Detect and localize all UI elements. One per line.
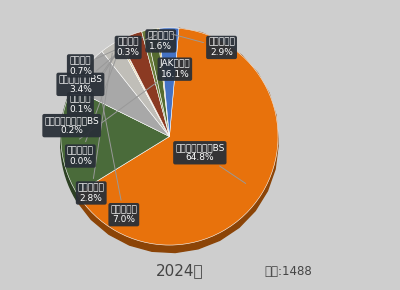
Polygon shape — [61, 88, 77, 201]
Text: インフリキシマブBS
0.2%: インフリキシマブBS 0.2% — [44, 48, 120, 135]
Wedge shape — [61, 88, 170, 193]
Wedge shape — [118, 41, 170, 137]
Polygon shape — [77, 28, 278, 253]
Text: シムジア
0.7%: シムジア 0.7% — [69, 37, 143, 76]
Text: JAK阻害薬
16.1%: JAK阻害薬 16.1% — [80, 59, 190, 139]
Wedge shape — [77, 28, 278, 245]
Text: エンブレル
2.9%: エンブレル 2.9% — [172, 34, 235, 57]
Text: 総数:1488: 総数:1488 — [264, 265, 312, 278]
Wedge shape — [146, 29, 170, 137]
Wedge shape — [159, 28, 179, 137]
Text: 2024年: 2024年 — [156, 263, 204, 278]
Text: オレンシア
2.8%: オレンシア 2.8% — [78, 53, 112, 203]
Wedge shape — [142, 30, 170, 137]
Wedge shape — [102, 41, 170, 137]
Wedge shape — [157, 28, 170, 137]
Wedge shape — [120, 40, 170, 137]
Wedge shape — [72, 51, 170, 137]
Text: ヒュミラ
0.1%: ヒュミラ 0.1% — [69, 47, 121, 114]
Wedge shape — [120, 32, 170, 137]
Text: アクテムラ
7.0%: アクテムラ 7.0% — [98, 81, 137, 224]
Text: レミケード
0.0%: レミケード 0.0% — [67, 48, 120, 166]
Text: アダリムマブBS
3.4%: アダリムマブBS 3.4% — [58, 42, 130, 94]
Text: エタネルセプトBS
64.8%: エタネルセプトBS 64.8% — [175, 143, 246, 184]
Text: ケブザラ
0.3%: ケブザラ 0.3% — [117, 35, 156, 57]
Wedge shape — [118, 40, 170, 137]
Text: シンポニー
1.6%: シンポニー 1.6% — [147, 31, 174, 51]
